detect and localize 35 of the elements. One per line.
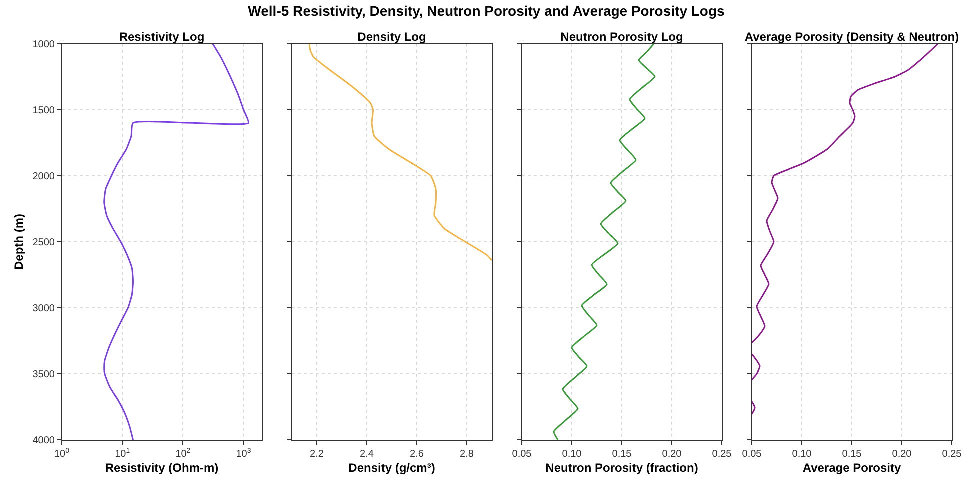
x-tick-label: 0.10 <box>562 449 582 460</box>
x-tick-label: 0.15 <box>842 449 862 460</box>
text: Well-5 Resistivity, Density, Neutron Porosity and Average Porosity Logs <box>247 3 726 19</box>
y-tick-label: 3000 <box>32 304 56 314</box>
x-tick-label: 2.4 <box>360 449 374 460</box>
x-tick-label: 0.05 <box>512 449 532 460</box>
x-tick-label: 0.15 <box>612 449 632 460</box>
x-tick-label: 10$^{2}$ <box>176 448 191 460</box>
x-tick-label: 2.2 <box>310 449 324 460</box>
x-tick-label: 0.10 <box>792 449 812 460</box>
x-axis-title: Average Porosity <box>802 460 902 475</box>
y-tick-label: 1000 <box>32 40 56 50</box>
x-tick-label: 2.8 <box>460 449 474 460</box>
x-axis-title: Neutron Porosity (fraction) <box>546 460 698 475</box>
y-tick-label: 4000 <box>32 436 56 446</box>
x-tick-label: 2.6 <box>410 449 424 460</box>
x-tick-label: 10$^{3}$ <box>236 448 252 460</box>
chart-title: Resistivity Log <box>119 30 205 44</box>
x-tick-label: 10$^{0}$ <box>54 448 70 460</box>
x-axis-title: Density (g/cm³) <box>348 460 436 475</box>
chart-title: Neutron Porosity Log <box>560 30 684 44</box>
x-tick-label: 0.25 <box>942 449 962 460</box>
y-tick-label: 3500 <box>32 370 56 380</box>
chart-title: Density Log <box>358 30 426 44</box>
y-tick-label: 1500 <box>32 106 56 116</box>
x-axis-title: Resistivity (Ohm-m) <box>105 460 219 475</box>
x-tick-label: 0.20 <box>892 449 912 460</box>
chart-title: Average Porosity (Density & Neutron) <box>744 30 960 44</box>
y-tick-label: 2500 <box>32 238 56 248</box>
y-axis-title: Depth (m) <box>12 214 26 270</box>
x-tick-label: 10$^{1}$ <box>115 448 130 460</box>
y-tick-label: 2000 <box>32 172 56 182</box>
x-tick-label: 0.25 <box>712 449 732 460</box>
x-tick-label: 0.05 <box>742 449 762 460</box>
x-tick-label: 0.20 <box>662 449 682 460</box>
